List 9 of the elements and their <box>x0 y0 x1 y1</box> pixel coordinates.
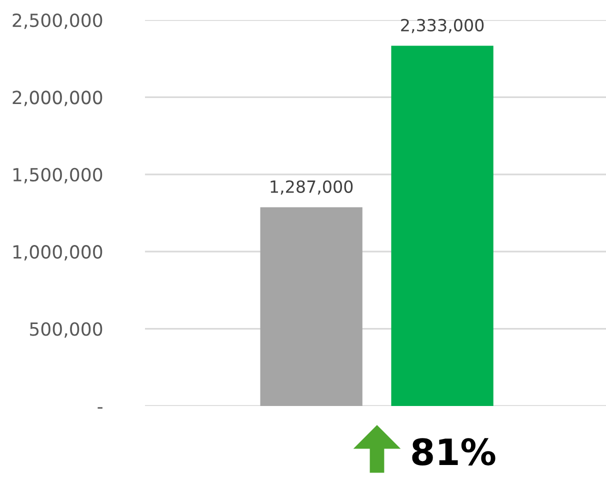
y-tick-label: 2,000,000 <box>12 90 102 106</box>
y-tick-label: 2,500,000 <box>12 13 102 29</box>
data-label: 1,287,000 <box>270 180 353 195</box>
data-label: 2,333,000 <box>401 18 484 34</box>
y-tick-label: - <box>98 407 102 409</box>
text: 81% <box>412 438 496 466</box>
y-tick-label: 500,000 <box>30 322 102 338</box>
y-tick-label: 1,500,000 <box>13 168 102 184</box>
y-tick-label: 1,000,000 <box>13 245 102 261</box>
